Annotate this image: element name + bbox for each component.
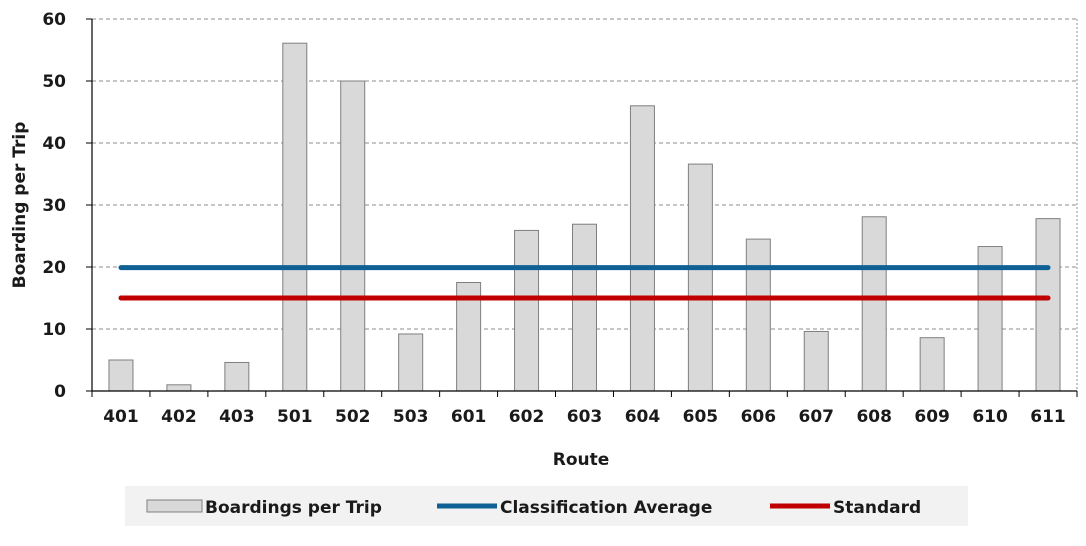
bar-402 — [166, 384, 192, 392]
legend: Boardings per Trip Classification Averag… — [125, 486, 968, 526]
bar-611 — [1035, 218, 1061, 392]
y-tick-label: 30 — [42, 196, 66, 216]
legend-label-boardings: Boardings per Trip — [205, 498, 382, 518]
x-tick-label-610: 610 — [972, 407, 1008, 427]
x-tick-label-501: 501 — [277, 407, 313, 427]
y-tick-label: 40 — [42, 134, 66, 154]
bars — [108, 42, 1061, 392]
x-tick-label-403: 403 — [219, 407, 255, 427]
axes — [86, 18, 1078, 397]
bar-603 — [572, 223, 597, 392]
legend-label-standard: Standard — [833, 498, 921, 518]
bar-608 — [861, 216, 887, 392]
x-tick-label-606: 606 — [741, 407, 777, 427]
bar-609 — [919, 337, 945, 392]
x-tick-label-609: 609 — [914, 407, 950, 427]
x-tick-label-602: 602 — [509, 407, 545, 427]
reference-lines — [118, 265, 1051, 301]
y-tick-labels: 0 10 20 30 40 50 60 — [42, 10, 66, 402]
x-tick-label-604: 604 — [625, 407, 661, 427]
bar-503 — [398, 333, 424, 392]
x-tick-labels: 401 402 403 501 502 503 601 602 603 604 605 606 607 6… — [103, 407, 1066, 427]
x-tick-label-601: 601 — [451, 407, 487, 427]
bar-605 — [687, 163, 713, 392]
legend-label-average: Classification Average — [500, 498, 712, 518]
bar-604 — [629, 105, 655, 392]
bar-401 — [108, 359, 134, 392]
bar-606 — [745, 238, 771, 392]
x-tick-label-605: 605 — [683, 407, 719, 427]
x-tick-label-603: 603 — [567, 407, 603, 427]
x-axis-title: Route — [553, 450, 610, 470]
bar-502 — [340, 80, 366, 392]
bar-501 — [282, 42, 308, 392]
x-tick-label-502: 502 — [335, 407, 371, 427]
x-tick-label-611: 611 — [1030, 407, 1066, 427]
x-tick-label-503: 503 — [393, 407, 429, 427]
bar-610 — [977, 246, 1003, 392]
y-tick-label: 50 — [42, 72, 66, 92]
y-tick-label: 60 — [42, 10, 66, 30]
bar-602 — [514, 229, 540, 392]
x-tick-label-607: 607 — [799, 407, 835, 427]
x-tick-label-608: 608 — [856, 407, 892, 427]
y-tick-label: 10 — [42, 320, 66, 340]
bar-403 — [224, 361, 250, 392]
x-tick-label-401: 401 — [103, 407, 139, 427]
y-tick-label: 0 — [54, 382, 66, 402]
legend-swatch-bar — [146, 499, 203, 513]
bar-607 — [803, 330, 829, 392]
y-tick-label: 20 — [42, 258, 66, 278]
x-tick-label-402: 402 — [161, 407, 197, 427]
y-axis-title: Boarding per Trip — [10, 122, 30, 289]
